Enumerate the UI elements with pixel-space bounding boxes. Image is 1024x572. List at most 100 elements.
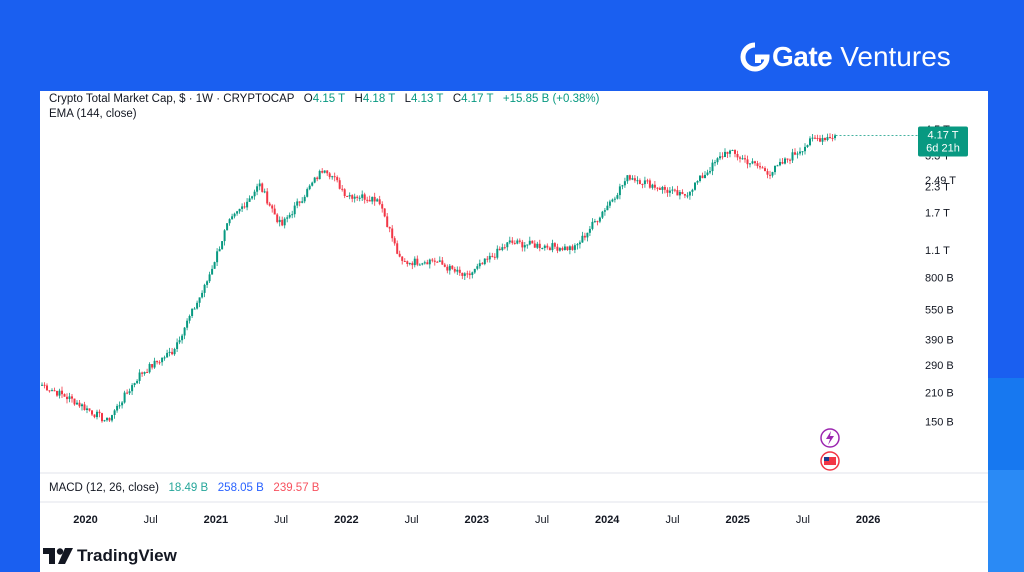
x-axis-tick-label: 2021 xyxy=(204,514,228,526)
candle-body xyxy=(488,255,491,260)
candle-body xyxy=(241,206,244,209)
candle-body xyxy=(271,205,274,209)
candle-body xyxy=(356,196,359,198)
candle-body xyxy=(258,183,261,187)
gate-ventures-logo: Gate Ventures xyxy=(740,40,951,74)
candle-body xyxy=(543,245,546,248)
candle-body xyxy=(203,284,206,293)
macd-label: MACD (12, 26, close) xyxy=(49,482,159,494)
candle-body xyxy=(756,163,759,167)
candle-body xyxy=(196,302,199,309)
candle-body xyxy=(443,264,446,267)
candle-body xyxy=(58,390,61,396)
tradingview-logo[interactable]: TradingView xyxy=(43,546,177,566)
candle-body xyxy=(128,391,131,394)
candle-body xyxy=(611,199,614,202)
candle-body xyxy=(779,162,781,166)
flash-icon xyxy=(826,431,834,445)
candle-body xyxy=(714,162,716,164)
candle-body xyxy=(603,210,606,212)
candle-body xyxy=(618,186,621,196)
candle-body xyxy=(641,184,644,185)
candle-body xyxy=(263,191,266,193)
candle-body xyxy=(53,390,56,392)
candle-body xyxy=(741,158,744,160)
candle-body xyxy=(506,242,509,248)
candle-body xyxy=(366,199,369,201)
candle-body xyxy=(423,262,426,264)
legend-close: 4.17 T xyxy=(461,93,494,105)
candle-body xyxy=(66,396,68,400)
candle-body xyxy=(126,392,129,394)
candle-body xyxy=(458,269,461,273)
candle-body xyxy=(471,272,474,275)
candle-body xyxy=(451,265,454,269)
candle-body xyxy=(381,204,384,209)
candle-body xyxy=(113,410,116,415)
candle-body xyxy=(749,163,751,165)
x-axis-tick-label: 2024 xyxy=(595,514,620,526)
candle-body xyxy=(676,190,679,196)
candles xyxy=(41,133,836,423)
candle-body xyxy=(516,240,519,244)
y-axis-tick-label: 150 B xyxy=(925,417,954,429)
candle-body xyxy=(138,372,141,381)
x-axis-tick-label: Jul xyxy=(144,514,158,526)
candle-body xyxy=(238,208,241,212)
candle-body xyxy=(691,189,694,192)
candle-body xyxy=(593,221,596,223)
candle-body xyxy=(248,198,251,202)
candle-body xyxy=(246,201,249,208)
ema-legend[interactable]: EMA (144, close) xyxy=(49,108,137,120)
candle-body xyxy=(719,156,721,159)
candle-body xyxy=(223,230,226,242)
x-axis-tick-label: Jul xyxy=(796,514,810,526)
candle-body xyxy=(361,194,364,198)
candle-body xyxy=(51,390,53,392)
candle-body xyxy=(333,176,336,178)
candle-body xyxy=(771,172,774,176)
candle-body xyxy=(498,248,501,250)
candle-body xyxy=(724,151,726,157)
candle-body xyxy=(336,177,339,181)
candle-body xyxy=(166,352,169,358)
candle-body xyxy=(678,192,681,196)
candle-body xyxy=(563,246,566,250)
candle-body xyxy=(548,247,551,251)
candle-body xyxy=(734,150,736,154)
candle-body xyxy=(781,162,784,164)
candle-body xyxy=(331,176,334,178)
candle-body xyxy=(176,342,179,349)
candle-body xyxy=(228,219,231,224)
candle-body xyxy=(448,265,451,271)
candle-body xyxy=(688,191,691,196)
candle-body xyxy=(78,402,81,407)
candle-body xyxy=(561,248,564,250)
candle-body xyxy=(709,171,711,173)
candle-body xyxy=(556,246,559,251)
candle-body xyxy=(576,244,579,246)
candle-body xyxy=(148,364,151,373)
candle-body xyxy=(553,243,556,247)
candle-body xyxy=(694,182,696,190)
candle-body xyxy=(326,170,329,174)
candle-body xyxy=(668,190,671,193)
candle-body xyxy=(318,171,321,180)
candle-body xyxy=(398,253,401,257)
candle-body xyxy=(699,175,701,181)
candle-body xyxy=(273,208,276,215)
macd-legend[interactable]: MACD (12, 26, close) 18.49 B 258.05 B 23… xyxy=(49,482,319,494)
candle-body xyxy=(566,246,569,250)
candle-body xyxy=(231,216,234,220)
candle-body xyxy=(441,260,444,265)
candle-body xyxy=(493,256,496,258)
candle-body xyxy=(621,185,624,187)
y-axis-tick-label: 210 B xyxy=(925,388,954,400)
candle-body xyxy=(311,182,314,186)
tradingview-logo-icon xyxy=(43,548,73,564)
candle-body xyxy=(131,385,134,392)
candle-body xyxy=(744,158,746,160)
candle-body xyxy=(208,274,211,282)
